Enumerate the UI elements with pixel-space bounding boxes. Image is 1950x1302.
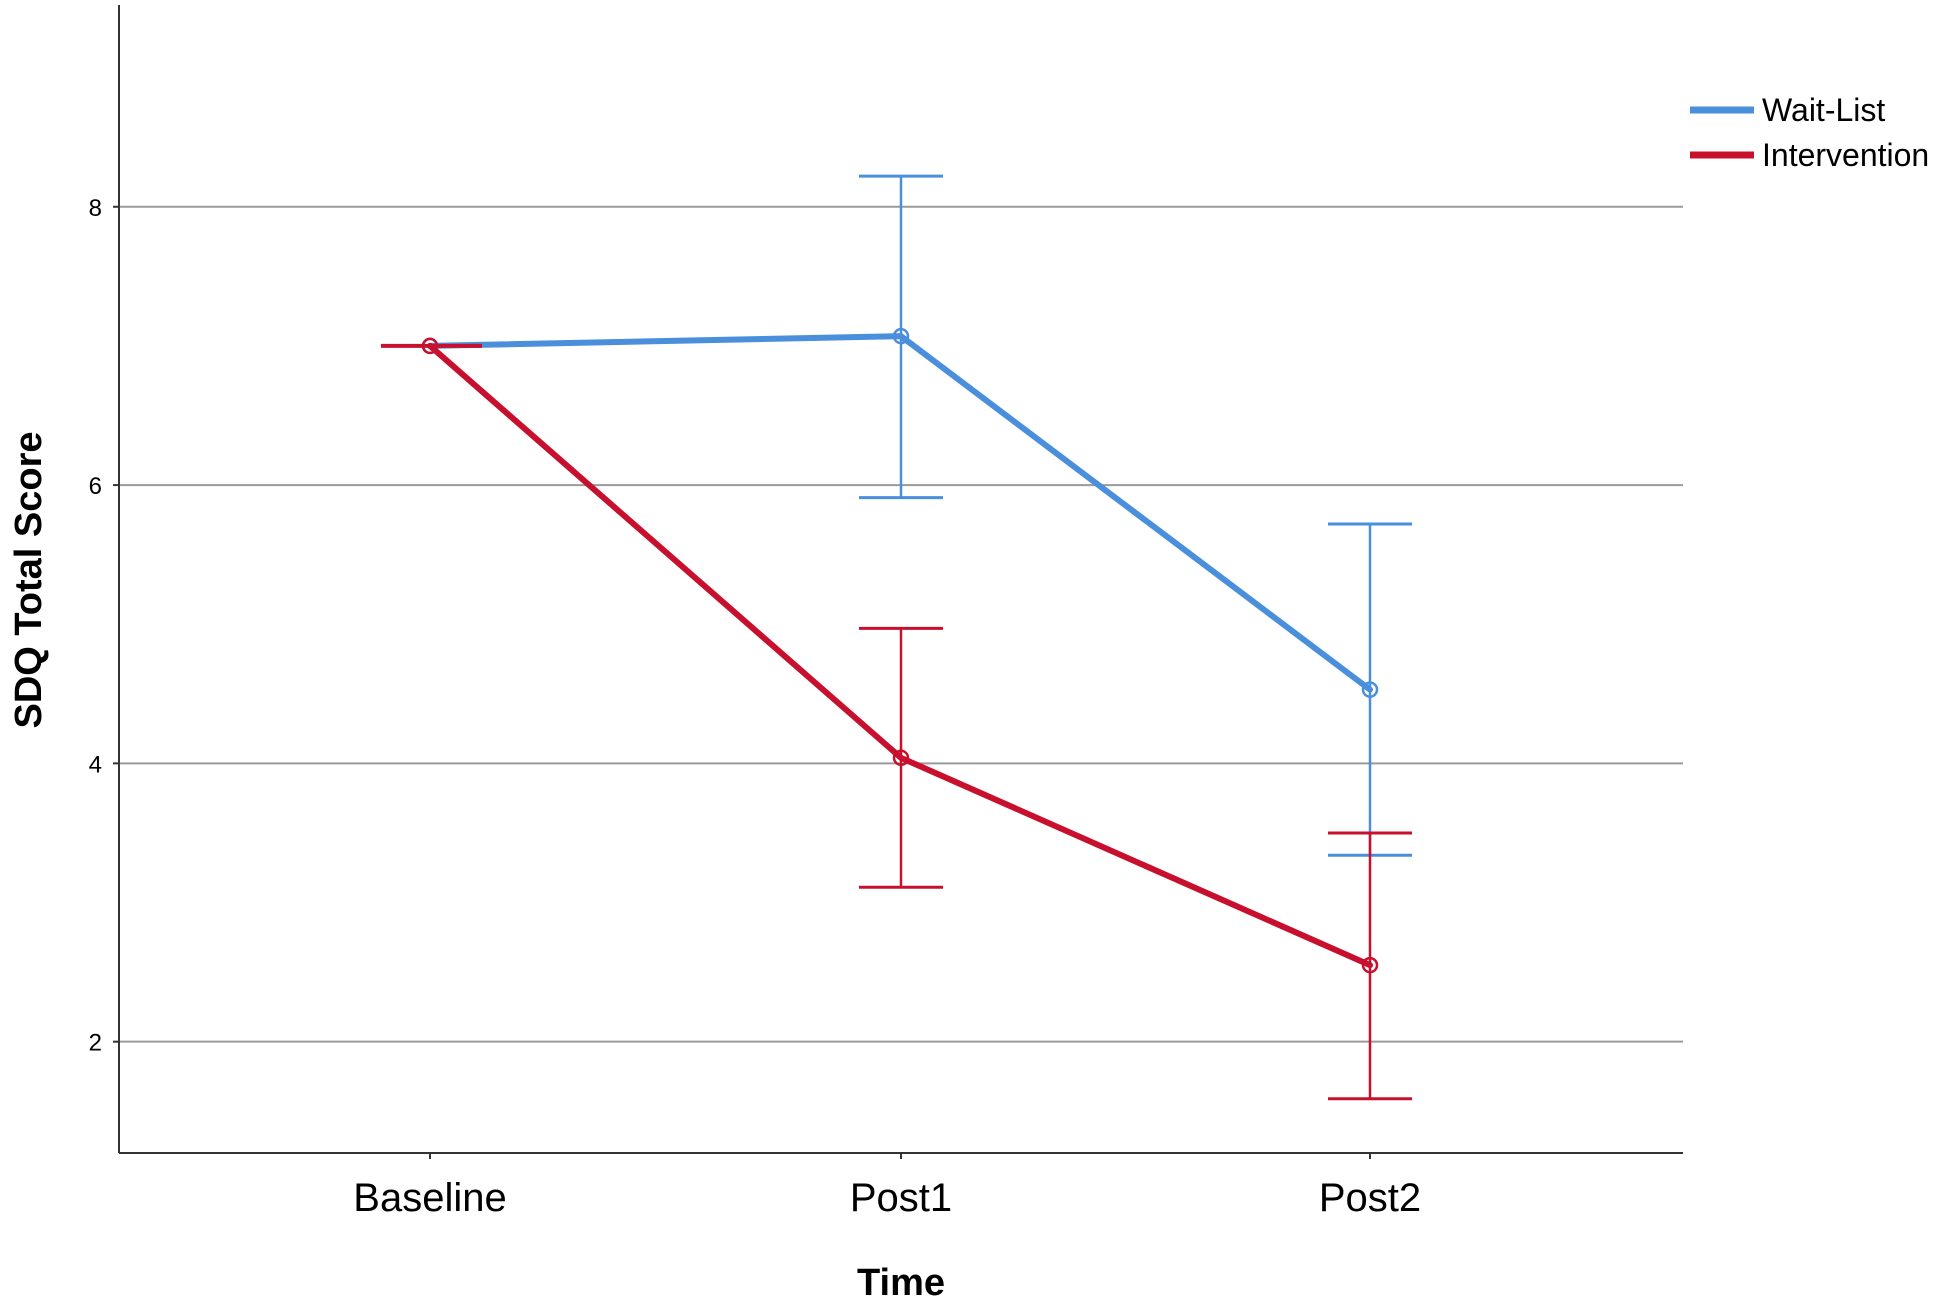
legend-label-wait-list: Wait-List	[1762, 92, 1885, 128]
y-tick-label-6: 6	[89, 473, 102, 500]
x-tick-labels: Baseline Post1 Post2	[353, 1153, 1421, 1220]
series-lines	[381, 333, 1373, 969]
x-tick-label-post2: Post2	[1319, 1176, 1421, 1220]
error-bars	[859, 174, 1412, 1101]
x-axis-title: Time	[857, 1262, 945, 1302]
y-axis-title: SDQ Total Score	[8, 431, 50, 728]
legend-label-intervention: Intervention	[1762, 137, 1929, 173]
series-line-intervention	[427, 342, 1373, 969]
point-intervention-baseline	[421, 337, 439, 355]
x-tick-label-baseline: Baseline	[353, 1176, 506, 1220]
point-intervention-post2	[1361, 956, 1379, 974]
x-tick-label-post1: Post1	[850, 1176, 952, 1220]
legend: Wait-List Intervention	[1690, 92, 1929, 173]
point-wait-list-post1	[892, 327, 910, 345]
y-tick-label-4: 4	[89, 751, 102, 778]
y-tick-labels: 2 4 6 8	[89, 195, 102, 1057]
markers	[421, 327, 1379, 974]
y-tick-label-2: 2	[89, 1030, 102, 1057]
y-tick-label-8: 8	[89, 195, 102, 222]
gridlines	[113, 205, 1683, 1043]
point-intervention-post1	[892, 749, 910, 767]
series-line-wait-list	[427, 333, 1373, 693]
point-wait-list-post2	[1361, 681, 1379, 698]
